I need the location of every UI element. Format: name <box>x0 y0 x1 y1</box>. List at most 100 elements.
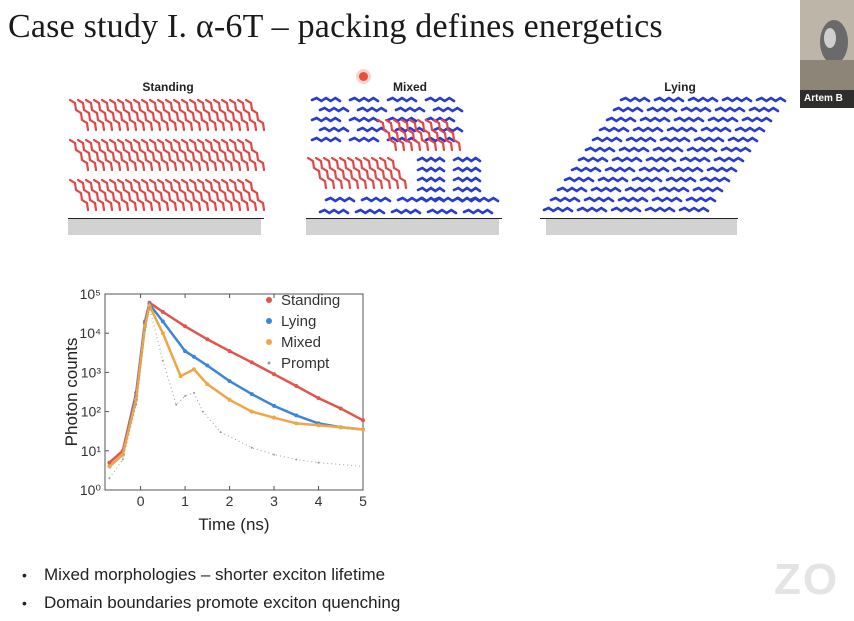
x-tick-label: 0 <box>137 493 145 509</box>
lying-molecule <box>348 136 380 143</box>
lying-molecule <box>452 176 482 183</box>
substrate-line-lying <box>540 218 738 219</box>
bullet-item: • Domain boundaries promote exciton quenc… <box>22 589 400 617</box>
standing-molecule <box>172 138 194 172</box>
bullet-text: Mixed morphologies – shorter exciton lif… <box>44 565 386 584</box>
lying-molecule <box>324 196 356 203</box>
data-point <box>272 403 277 408</box>
legend-label: Standing <box>281 292 340 309</box>
lying-molecule <box>748 106 780 113</box>
standing-molecule <box>220 178 242 212</box>
standing-molecule <box>156 98 178 132</box>
data-point <box>205 382 210 387</box>
data-point <box>272 372 277 377</box>
lying-molecule <box>396 196 428 203</box>
standing-molecule <box>132 98 154 132</box>
data-point <box>227 397 232 402</box>
x-tick-label: 2 <box>226 493 234 509</box>
standing-molecule <box>228 98 250 132</box>
y-axis-label: Photon counts <box>62 338 81 447</box>
standing-molecule <box>188 98 210 132</box>
standing-molecule <box>172 98 194 132</box>
lying-molecule <box>604 166 636 173</box>
standing-molecule <box>228 178 250 212</box>
lying-molecule <box>452 166 482 173</box>
standing-molecule <box>220 98 242 132</box>
lying-molecule <box>462 208 494 215</box>
standing-molecule <box>164 138 186 172</box>
lying-molecule <box>693 136 725 143</box>
data-point <box>160 331 165 336</box>
lying-molecule <box>713 156 745 163</box>
standing-molecule <box>204 98 226 132</box>
series-line <box>108 302 364 468</box>
data-point <box>249 360 254 365</box>
data-point <box>219 431 222 434</box>
lying-molecule <box>360 196 392 203</box>
standing-molecule <box>156 138 178 172</box>
standing-molecule <box>314 156 336 190</box>
data-point <box>227 379 232 384</box>
data-point <box>250 446 253 449</box>
standing-molecule <box>100 138 122 172</box>
y-tick-label: 10⁵ <box>80 286 101 302</box>
lying-molecule <box>348 96 380 103</box>
data-point <box>160 319 165 324</box>
y-tick-label: 10³ <box>81 364 102 380</box>
data-point <box>147 303 152 308</box>
lying-molecule <box>707 116 739 123</box>
data-point <box>294 421 299 426</box>
panel-label-standing: Standing <box>142 80 194 94</box>
photon-counts-chart: 0 1 2 3 4 5 10⁰ 10¹ 10² 10³ 10⁴ 10⁵ Time (ns) Photon … <box>62 286 367 534</box>
standing-molecule <box>108 178 130 212</box>
standing-molecule <box>376 118 398 152</box>
lying-molecule <box>678 206 710 213</box>
lying-molecule <box>426 208 458 215</box>
lying-molecule <box>570 166 602 173</box>
y-tick-label: 10¹ <box>81 443 102 459</box>
lying-molecule <box>755 96 787 103</box>
lying-molecule <box>666 126 698 133</box>
lying-molecule <box>618 146 650 153</box>
y-tick-label: 10² <box>81 404 102 420</box>
data-point <box>134 397 139 402</box>
data-point <box>192 391 195 394</box>
lying-molecule <box>394 106 426 113</box>
lying-molecule <box>720 146 752 153</box>
standing-molecule <box>212 178 234 212</box>
x-tick-label: 3 <box>270 493 278 509</box>
data-point <box>143 324 148 329</box>
bullet-list: • Mixed morphologies – shorter exciton li… <box>22 561 400 617</box>
data-point <box>191 367 196 372</box>
series-line <box>108 300 364 464</box>
standing-molecule <box>84 138 106 172</box>
lying-molecule <box>612 106 644 113</box>
lying-molecule <box>679 156 711 163</box>
webcam-thumbnail[interactable]: Artem B <box>800 0 854 108</box>
lying-molecule <box>390 208 422 215</box>
standing-molecule <box>416 118 438 152</box>
standing-molecule <box>400 118 422 152</box>
data-point <box>107 464 112 469</box>
standing-molecule <box>244 98 266 132</box>
lying-molecule <box>354 208 386 215</box>
data-point <box>178 374 183 379</box>
lying-molecule <box>639 116 671 123</box>
standing-molecule <box>172 178 194 212</box>
substrate-standing <box>68 219 261 235</box>
standing-molecule <box>212 138 234 172</box>
standing-molecule <box>220 138 242 172</box>
standing-molecule <box>346 156 368 190</box>
lying-molecule <box>598 126 630 133</box>
standing-molecule <box>362 156 384 190</box>
standing-molecule <box>100 98 122 132</box>
standing-molecule <box>148 98 170 132</box>
series-line <box>109 307 364 479</box>
standing-molecule <box>440 118 462 152</box>
lying-molecule <box>680 106 712 113</box>
standing-molecule <box>132 178 154 212</box>
lying-molecule <box>610 206 642 213</box>
standing-molecule <box>244 178 266 212</box>
lying-molecule <box>549 196 581 203</box>
data-point <box>249 409 254 414</box>
